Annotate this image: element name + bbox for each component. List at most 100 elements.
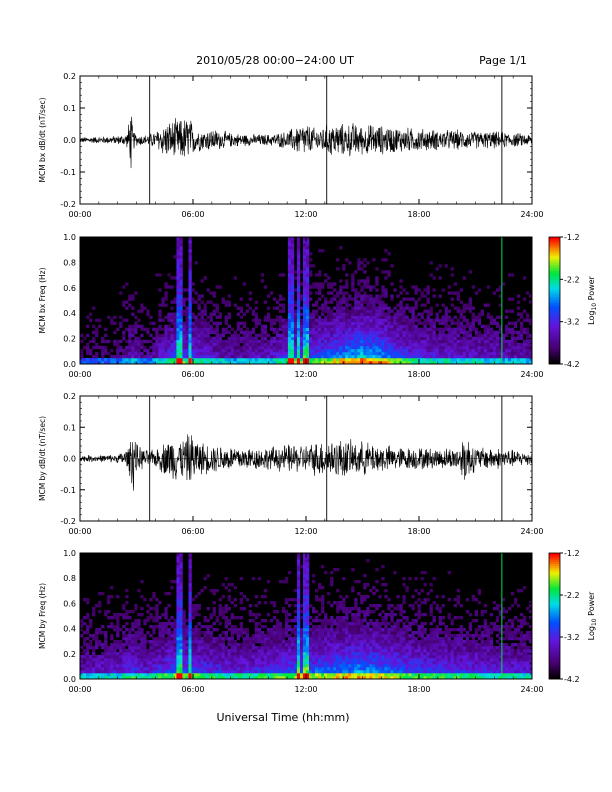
spectrogram-cell (215, 303, 219, 307)
spectrogram-cell (372, 324, 376, 329)
spectrogram-cell (125, 649, 129, 653)
spectrogram-cell (131, 294, 135, 298)
spectrogram-cell (390, 345, 394, 350)
spectrogram-cell (324, 342, 328, 347)
spectrogram-cell (215, 658, 219, 662)
spectrogram-cell (152, 616, 156, 620)
spectrogram-cell (378, 360, 382, 365)
spectrogram-cell (155, 646, 159, 650)
spectrogram-cell (128, 655, 132, 659)
spectrogram-cell (158, 658, 162, 662)
spectrogram-cell (218, 676, 222, 680)
spectrogram-cell (393, 354, 397, 359)
spectrogram-cell (251, 658, 256, 662)
spectrogram-cell (501, 360, 506, 365)
colorbar-segment (549, 304, 560, 308)
spectrogram-cell (375, 312, 379, 316)
spectrogram-cell (179, 309, 183, 313)
spectrogram-cell (372, 348, 376, 353)
spectrogram-cell (281, 273, 286, 277)
spectrogram-cell (116, 658, 120, 662)
spectrogram-cell (309, 667, 313, 671)
spectrogram-cell (146, 327, 150, 332)
spectrogram-cell (528, 333, 533, 338)
spectrogram-cell (287, 571, 292, 575)
spectrogram-cell (137, 619, 141, 623)
spectrogram-cell (411, 309, 415, 313)
spectrogram-cell (206, 637, 210, 641)
spectrogram-cell (390, 351, 394, 356)
spectrogram-cell (95, 676, 99, 680)
spectrogram-cell (128, 297, 132, 301)
spectrogram-cell (200, 294, 204, 298)
spectrogram-cell (381, 321, 385, 325)
spectrogram-cell (179, 339, 183, 344)
spectrogram-cell (474, 330, 479, 335)
spectrogram-cell (188, 562, 192, 566)
spectrogram-cell (137, 634, 141, 638)
spectrogram-cell (342, 300, 346, 304)
spectrogram-cell (239, 357, 244, 362)
spectrogram-cell (212, 661, 216, 665)
spectrogram-cell (206, 351, 210, 356)
spectrogram-cell (236, 658, 240, 662)
spectrogram-cell (143, 664, 147, 668)
x-tick-label: 00:00 (68, 527, 91, 536)
spectrogram-cell (318, 288, 322, 292)
spectrogram-cell (315, 670, 319, 674)
spectrogram-cell (266, 634, 271, 638)
spectrogram-cell (360, 318, 364, 322)
spectrogram-cell (128, 658, 132, 662)
spectrogram-cell (113, 625, 117, 629)
colorbar-segment (549, 283, 560, 287)
spectrogram-cell (336, 321, 340, 325)
spectrogram-cell (191, 661, 195, 665)
spectrogram-cell (275, 336, 280, 341)
spectrogram-cell (504, 348, 509, 353)
spectrogram-cell (221, 640, 225, 644)
spectrogram-cell (239, 327, 244, 332)
spectrogram-cell (152, 667, 156, 671)
spectrogram-cell (408, 345, 412, 350)
spectrogram-cell (80, 646, 84, 650)
spectrogram-cell (393, 306, 397, 310)
spectrogram-cell (411, 345, 415, 350)
spectrogram-cell (161, 649, 165, 653)
spectrogram-cell (245, 643, 250, 647)
spectrogram-cell (528, 342, 533, 347)
spectrogram-cell (239, 628, 244, 632)
spectrogram-cell (299, 661, 304, 665)
spectrogram-cell (155, 658, 159, 662)
spectrogram-cell (417, 333, 421, 338)
spectrogram-cell (134, 622, 138, 626)
spectrogram-cell (378, 315, 382, 319)
spectrogram-cell (435, 336, 439, 341)
spectrogram-cell (306, 619, 310, 623)
spectrogram-cell (290, 628, 295, 632)
spectrogram-cell (143, 622, 147, 626)
spectrogram-cell (194, 664, 198, 668)
spectrogram-cell (315, 652, 319, 656)
spectrogram-cell (287, 273, 292, 277)
spectrogram-cell (327, 333, 331, 338)
spectrogram-cell (315, 345, 319, 350)
spectrogram-cell (393, 321, 397, 325)
spectrogram-cell (309, 646, 313, 650)
spectrogram-cell (152, 676, 156, 680)
spectrogram-cell (227, 661, 231, 665)
spectrogram-cell (272, 631, 277, 635)
x-tick-label: 12:00 (294, 210, 317, 219)
spectrogram-cell (158, 342, 162, 347)
spectrogram-cell (119, 643, 123, 647)
spectrogram-cell (269, 667, 274, 671)
spectrogram-cell (357, 294, 361, 298)
spectrogram-cell (330, 282, 334, 286)
spectrogram-cell (272, 628, 277, 632)
spectrogram-cell (312, 625, 316, 629)
spectrogram-cell (167, 273, 171, 277)
spectrogram-cell (179, 273, 183, 277)
spectrogram-cell (125, 637, 129, 641)
spectrogram-cell (315, 321, 319, 325)
spectrogram-cell (381, 324, 385, 329)
spectrogram-cell (384, 351, 388, 356)
